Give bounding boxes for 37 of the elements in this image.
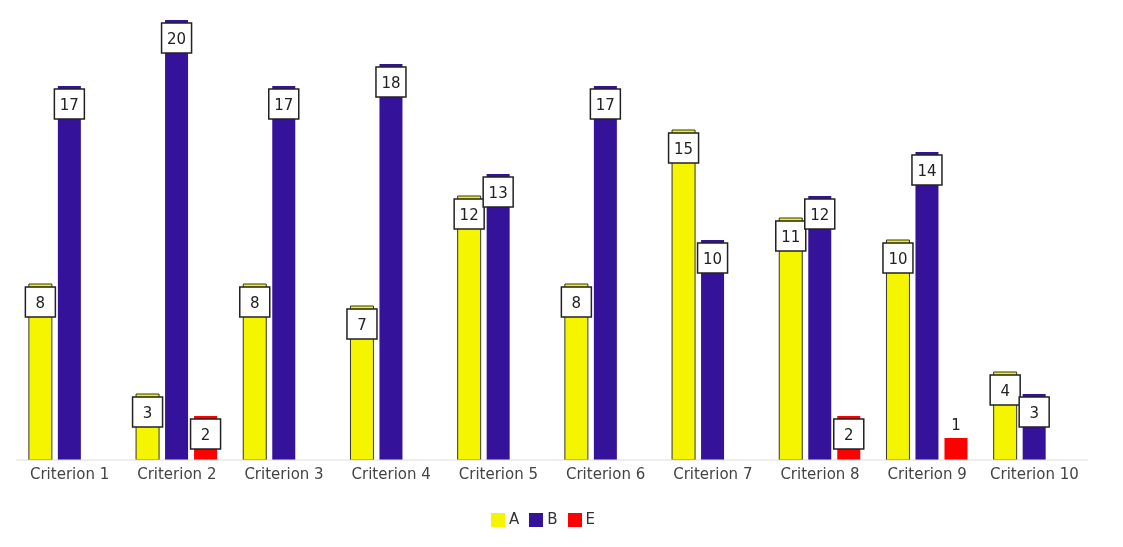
data-label: 8 — [571, 294, 582, 312]
data-label: 4 — [1000, 382, 1010, 400]
x-tick-label: Criterion 5 — [458, 464, 539, 483]
data-label: 8 — [35, 294, 46, 312]
data-label: 12 — [459, 206, 479, 224]
data-label: 15 — [674, 140, 694, 158]
x-tick-label: Criterion 8 — [780, 464, 860, 483]
x-tick-label: Criterion 9 — [887, 464, 967, 483]
data-label: 2 — [843, 426, 854, 444]
data-label: 13 — [488, 184, 508, 202]
data-label: 14 — [917, 162, 937, 180]
data-label: 10 — [888, 250, 908, 268]
data-label: 1 — [951, 416, 961, 434]
data-label: 18 — [381, 74, 401, 92]
data-label: 3 — [1029, 404, 1039, 422]
x-tick-label: Criterion 2 — [137, 464, 217, 483]
x-tick-label: Criterion 10 — [990, 464, 1079, 483]
data-label: 11 — [781, 228, 801, 246]
x-tick-label: Criterion 7 — [673, 464, 753, 483]
data-label: 17 — [595, 96, 615, 114]
data-label: 20 — [167, 30, 187, 48]
x-tick-label: Criterion 3 — [244, 464, 324, 483]
data-label: 2 — [200, 426, 211, 444]
x-tick-label: Criterion 6 — [565, 464, 646, 483]
legend-label: E — [585, 510, 596, 528]
legend-label: B — [547, 510, 558, 528]
bar — [944, 438, 968, 460]
data-label: 12 — [810, 206, 830, 224]
data-label: 17 — [59, 96, 79, 114]
x-tick-label: Criterion 1 — [29, 464, 110, 483]
x-tick-label: Criterion 4 — [351, 464, 431, 483]
data-label: 3 — [142, 404, 153, 422]
data-label: 7 — [357, 316, 367, 334]
data-label: 17 — [274, 96, 294, 114]
data-label: 8 — [249, 294, 260, 312]
data-label: 10 — [703, 250, 723, 268]
legend-label: A — [508, 510, 520, 528]
